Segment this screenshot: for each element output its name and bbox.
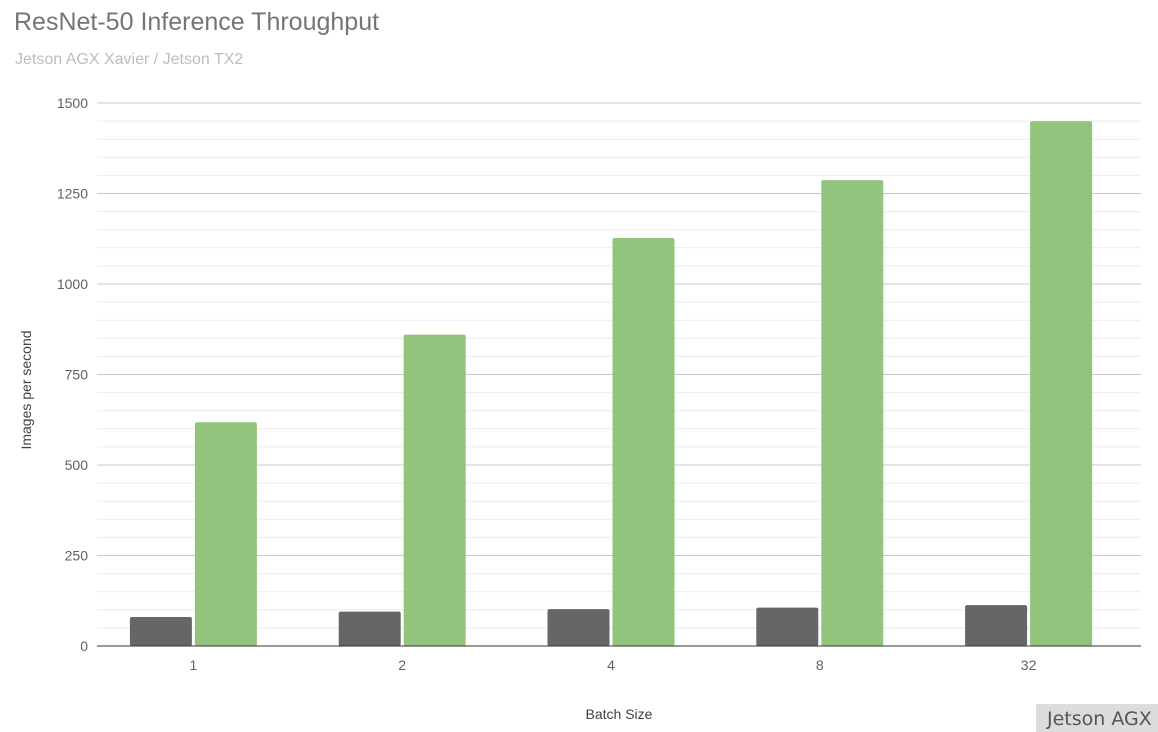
y-tick-label: 1250 xyxy=(57,186,88,202)
y-tick-label: 250 xyxy=(65,548,89,564)
y-tick-label: 1000 xyxy=(57,276,88,292)
bar xyxy=(403,334,466,646)
bar xyxy=(821,180,884,646)
x-tick-label: 2 xyxy=(398,657,406,673)
bar xyxy=(194,422,257,646)
x-tick-label: 32 xyxy=(1021,657,1037,673)
bar xyxy=(129,617,192,646)
chart-title: ResNet-50 Inference Throughput xyxy=(14,8,380,36)
y-tick-label: 500 xyxy=(65,457,89,473)
y-tick-label: 750 xyxy=(65,367,89,383)
x-tick-label: 8 xyxy=(816,657,824,673)
legend-entry: Jetson AGX xyxy=(1036,704,1158,732)
y-tick-label: 0 xyxy=(80,638,88,654)
bar xyxy=(756,607,819,646)
bar xyxy=(965,605,1028,646)
y-tick-label: 1500 xyxy=(57,95,88,111)
bar xyxy=(1030,121,1093,647)
bar xyxy=(338,611,401,646)
chart-subtitle: Jetson AGX Xavier / Jetson TX2 xyxy=(15,51,244,68)
bar xyxy=(547,609,610,646)
x-tick-label: 1 xyxy=(190,657,198,673)
bar xyxy=(612,238,675,646)
x-tick-label: 4 xyxy=(607,657,615,673)
x-axis-label: Batch Size xyxy=(585,706,653,722)
